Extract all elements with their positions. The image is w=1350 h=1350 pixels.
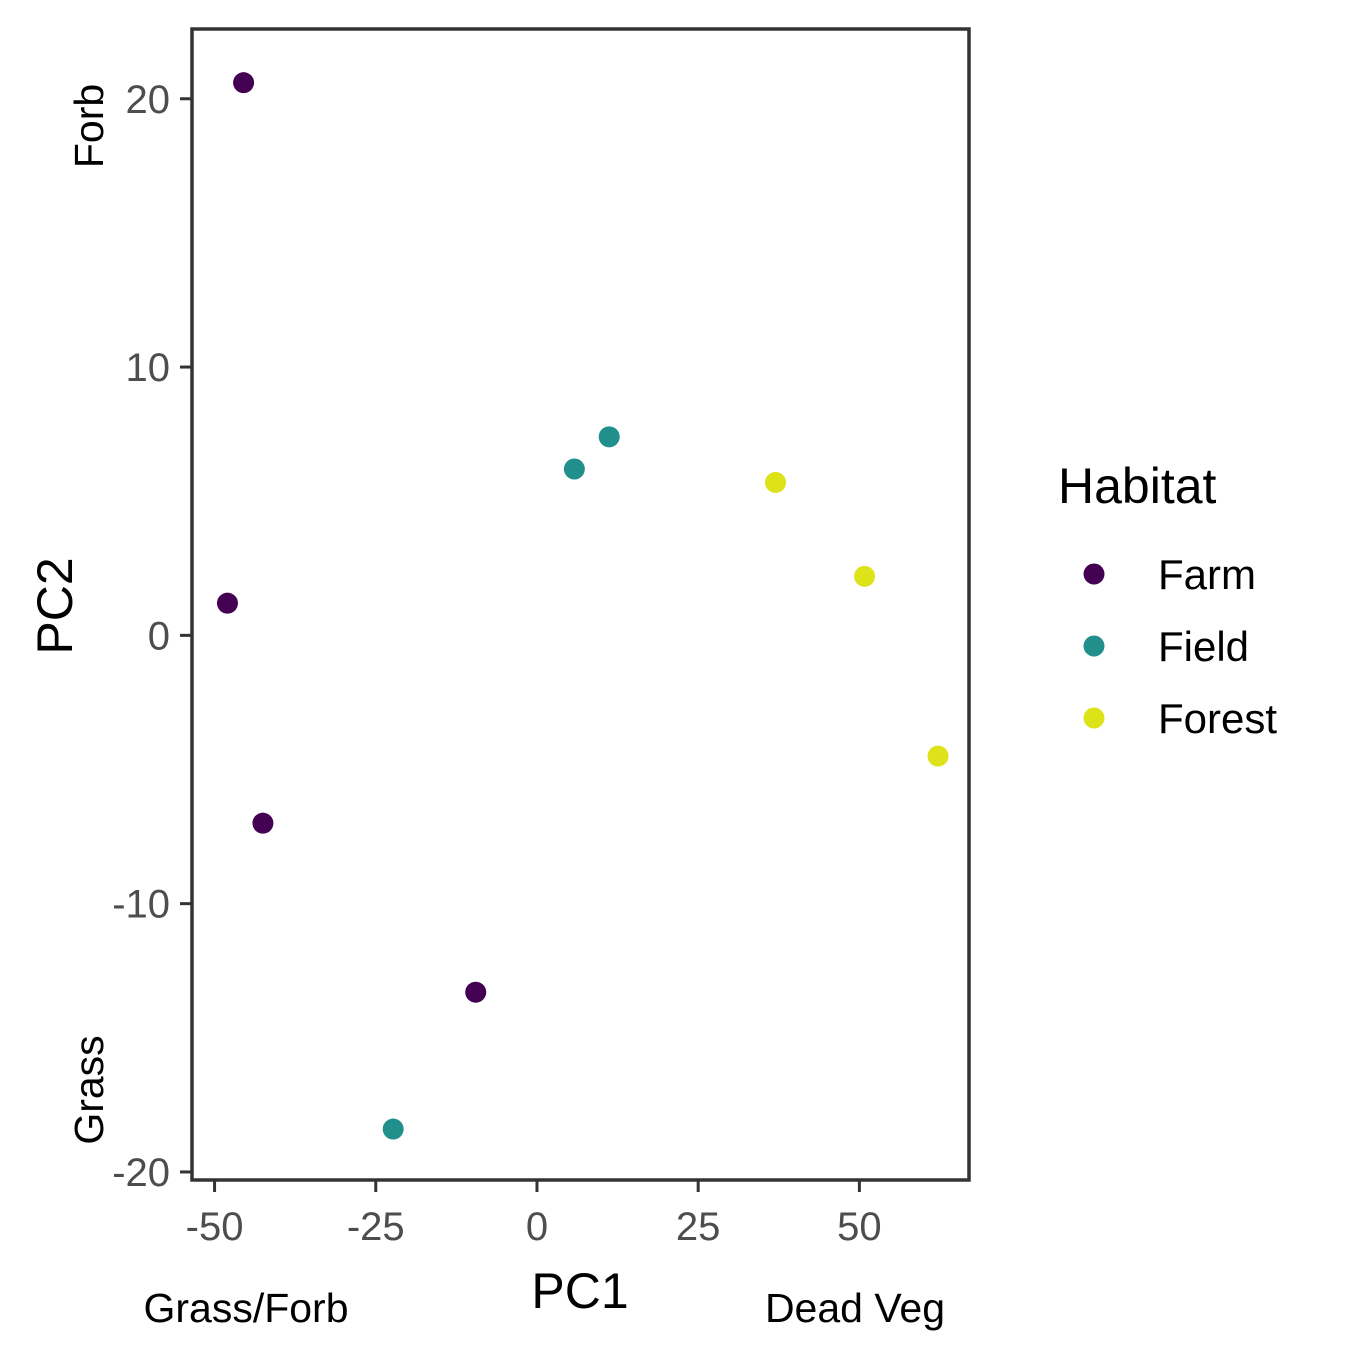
data-point-field [563,458,585,480]
data-point-field [598,426,620,448]
x-annotation-left: Grass/Forb [143,1285,348,1331]
x-axis-title: PC1 [531,1263,628,1319]
data-point-farm [216,592,238,614]
y-annotation-bottom: Grass [66,1035,112,1144]
data-point-farm [233,72,255,94]
y-tick-label: -10 [112,883,170,927]
x-tick-label: 0 [526,1205,548,1249]
y-tick-label: 10 [126,346,171,390]
x-tick-label: -50 [186,1205,244,1249]
plot-panel-border [190,27,971,1182]
data-point-farm [465,981,487,1003]
y-tick-label: -20 [112,1151,170,1195]
legend-title: Habitat [1058,458,1217,514]
legend-label-forest: Forest [1158,695,1277,742]
legend-items: Farm Field Forest [1083,551,1277,742]
y-annotation-top: Forb [66,84,112,168]
y-axis-title: PC2 [27,557,83,654]
legend-label-farm: Farm [1158,551,1256,598]
y-axis: -20 -10 0 10 20 [112,78,192,1195]
legend-label-field: Field [1158,623,1249,670]
data-point-forest [854,565,876,587]
legend-key-farm [1083,563,1105,585]
data-point-forest [927,745,949,767]
x-axis: -50 -25 0 25 50 [186,1180,882,1249]
legend: Habitat Farm Field Forest [1058,458,1277,742]
legend-key-field [1083,635,1105,657]
x-annotation-right: Dead Veg [765,1285,945,1331]
x-tick-label: 50 [837,1205,882,1249]
points-layer [216,72,949,1140]
y-tick-label: 20 [126,78,171,122]
x-tick-label: 25 [676,1205,721,1249]
data-point-farm [252,812,274,834]
y-tick-label: 0 [148,614,170,658]
x-tick-label: -25 [347,1205,405,1249]
legend-key-forest [1083,707,1105,729]
data-point-field [382,1118,404,1140]
data-point-forest [765,471,787,493]
